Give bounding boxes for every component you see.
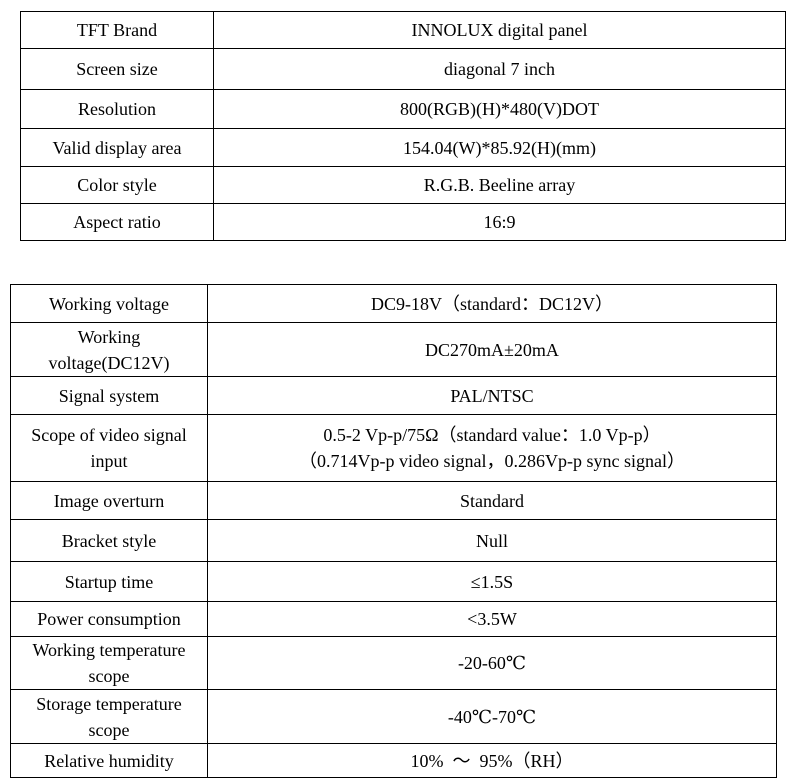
table-row: Image overturn Standard: [10, 481, 777, 520]
panel-spec-table: TFT Brand INNOLUX digital panel Screen s…: [20, 11, 786, 241]
row-value: R.G.B. Beeline array: [213, 166, 786, 204]
table-row: Working voltage DC9-18V（standard：DC12V）: [10, 284, 777, 323]
row-label: Working voltage: [10, 284, 208, 323]
row-label: Relative humidity: [10, 743, 208, 778]
table-row: TFT Brand INNOLUX digital panel: [20, 11, 786, 49]
row-label-line: Scope of video signal: [31, 425, 187, 445]
row-label-line: Storage temperature: [36, 693, 182, 714]
row-value: Null: [207, 519, 777, 562]
row-value: <3.5W: [207, 601, 777, 637]
row-value: -40℃-70℃: [207, 689, 777, 744]
electrical-spec-table: Working voltage DC9-18V（standard：DC12V） …: [10, 284, 777, 778]
row-value: diagonal 7 inch: [213, 48, 786, 90]
row-value: 800(RGB)(H)*480(V)DOT: [213, 89, 786, 129]
row-value: -20-60℃: [207, 636, 777, 690]
row-value: 0.5-2 Vp-p/75Ω（standard value：1.0 Vp-p） …: [207, 414, 777, 482]
row-value: 16:9: [213, 203, 786, 241]
row-label: Power consumption: [10, 601, 208, 637]
row-value: DC9-18V（standard：DC12V）: [207, 284, 777, 323]
row-label: Image overturn: [10, 481, 208, 520]
row-label: Signal system: [10, 376, 208, 415]
table-row: Relative humidity 10% ～ 95%（RH）: [10, 743, 777, 778]
row-value: INNOLUX digital panel: [213, 11, 786, 49]
row-value-line: （0.714Vp-p video signal，0.286Vp-p sync s…: [299, 451, 685, 471]
row-label: Resolution: [20, 89, 214, 129]
row-label: Scope of video signal input: [10, 414, 208, 482]
row-label: Startup time: [10, 561, 208, 602]
table-row: Color style R.G.B. Beeline array: [20, 166, 786, 204]
table-row: Screen size diagonal 7 inch: [20, 48, 786, 90]
table-row: Storage temperature scope -40℃-70℃: [10, 689, 777, 744]
row-label: Working voltage(DC12V): [10, 322, 208, 377]
table-row: Power consumption <3.5W: [10, 601, 777, 637]
row-value: 154.04(W)*85.92(H)(mm): [213, 128, 786, 167]
row-label: Screen size: [20, 48, 214, 90]
row-label-line: scope: [88, 719, 130, 740]
table-row: Startup time ≤1.5S: [10, 561, 777, 602]
row-value-line: 0.5-2 Vp-p/75Ω（standard value：1.0 Vp-p）: [323, 425, 661, 445]
row-label: Working temperature scope: [10, 636, 208, 690]
row-label: Valid display area: [20, 128, 214, 167]
row-value: Standard: [207, 481, 777, 520]
table-row: Aspect ratio 16:9: [20, 203, 786, 241]
row-value: ≤1.5S: [207, 561, 777, 602]
row-label: Bracket style: [10, 519, 208, 562]
table-row: Bracket style Null: [10, 519, 777, 562]
row-label: Color style: [20, 166, 214, 204]
row-value: PAL/NTSC: [207, 376, 777, 415]
row-label-line: input: [90, 451, 128, 471]
row-value: DC270mA±20mA: [207, 322, 777, 377]
row-value: 10% ～ 95%（RH）: [207, 743, 777, 778]
table-row: Scope of video signal input 0.5-2 Vp-p/7…: [10, 414, 777, 482]
row-label-line: voltage(DC12V): [48, 352, 170, 373]
row-label-line: scope: [88, 666, 130, 686]
table-row: Valid display area 154.04(W)*85.92(H)(mm…: [20, 128, 786, 167]
row-label: TFT Brand: [20, 11, 214, 49]
table-row: Resolution 800(RGB)(H)*480(V)DOT: [20, 89, 786, 129]
row-label-line: Working temperature: [32, 640, 186, 660]
row-label: Aspect ratio: [20, 203, 214, 241]
table-row: Working temperature scope -20-60℃: [10, 636, 777, 690]
table-row: Working voltage(DC12V) DC270mA±20mA: [10, 322, 777, 377]
row-label-line: Working: [77, 326, 141, 347]
table-row: Signal system PAL/NTSC: [10, 376, 777, 415]
row-label: Storage temperature scope: [10, 689, 208, 744]
